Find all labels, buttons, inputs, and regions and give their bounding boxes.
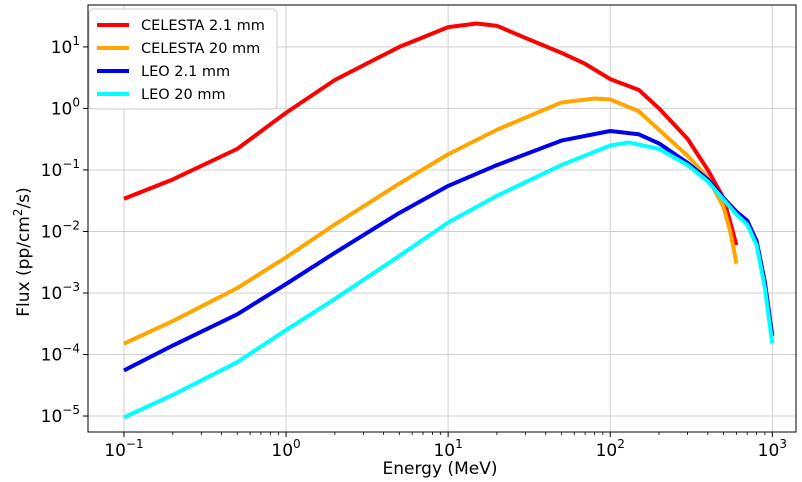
series-line-2 [123, 128, 775, 373]
y-tick-label: 101 [51, 34, 80, 58]
x-tick-label: 101 [433, 437, 462, 461]
y-tick-label: 10−3 [41, 280, 80, 304]
y-tick-label: 10−2 [41, 218, 80, 242]
legend-label: LEO 20 mm [141, 87, 226, 103]
series-line-3 [123, 140, 775, 420]
legend-box [88, 8, 278, 110]
y-tick-label: 10−4 [41, 342, 80, 366]
x-axis-ticks: 10−1 100 101 102 103 [104, 432, 787, 461]
y-tick-label: 10−1 [41, 157, 80, 181]
y-tick-label: 10−5 [41, 403, 80, 427]
series-line-1 [123, 96, 739, 346]
legend-label: CELESTA 2.1 mm [141, 18, 265, 34]
x-tick-label: 10−1 [104, 437, 143, 461]
x-axis-label: Energy (MeV) [383, 459, 498, 479]
legend-label: LEO 2.1 mm [141, 64, 230, 80]
y-axis-ticks: 10−5 10−4 10−3 10−2 10−1 100 101 [41, 34, 88, 427]
x-tick-label: 100 [271, 437, 300, 461]
x-tick-label: 102 [596, 437, 625, 461]
x-tick-label: 103 [758, 437, 787, 461]
series-line-0 [123, 21, 739, 246]
legend-label: CELESTA 20 mm [141, 41, 260, 57]
y-tick-label: 100 [51, 95, 80, 119]
legend: CELESTA 2.1 mm CELESTA 20 mm LEO 2.1 mm LEO… [88, 8, 278, 110]
series-lines [123, 21, 775, 420]
y-axis-label: Flux (pp/cm2/s) [11, 187, 34, 316]
plot-frame [87, 4, 797, 433]
